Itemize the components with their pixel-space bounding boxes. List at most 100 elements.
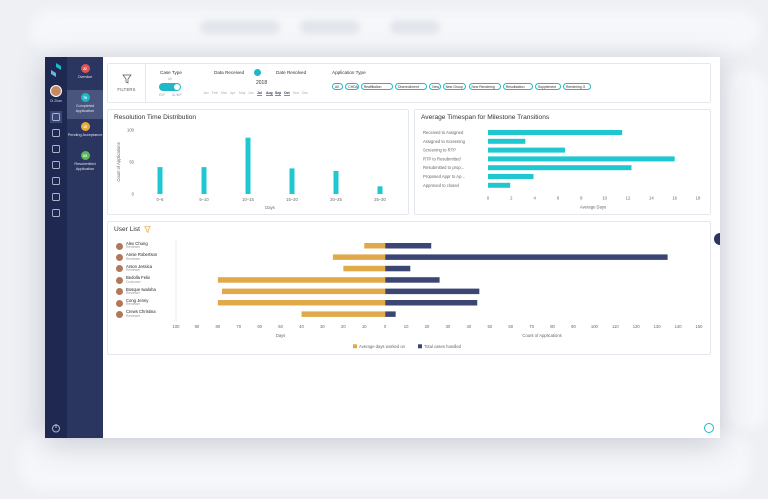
clipboard-icon[interactable]	[50, 127, 62, 139]
month-jan[interactable]: Jan	[203, 91, 209, 95]
bar	[201, 167, 207, 194]
x-axis-label: Average Days	[580, 205, 606, 210]
bar	[377, 186, 383, 194]
month-jul[interactable]: Jul	[257, 91, 262, 96]
chip-9[interactable]: Rendering G	[563, 83, 592, 90]
user-name: Alex Chung	[126, 241, 148, 246]
chip-8[interactable]: Supplement	[535, 83, 561, 90]
month-sep[interactable]: Sep	[275, 91, 282, 96]
chip-3[interactable]: Disenrollment	[395, 83, 428, 90]
x-tick: 0	[384, 324, 387, 329]
x-tick: 20	[341, 324, 346, 329]
month-aug[interactable]: Aug	[266, 91, 273, 96]
filter-icon[interactable]	[144, 226, 151, 233]
buildings-icon[interactable]	[50, 143, 62, 155]
user-text: Annie Robertson Reviewer	[126, 252, 158, 261]
power-icon[interactable]	[50, 422, 62, 434]
right-axis-label: Count of Applications	[522, 333, 561, 338]
report-icon[interactable]	[50, 207, 62, 219]
nav-item-2[interactable]: 18 Pending Acceptance	[67, 119, 103, 148]
month-nov[interactable]: Nov	[293, 91, 300, 95]
nav-label: Overdue	[77, 75, 93, 79]
bar-cases	[385, 265, 411, 272]
chip-2[interactable]: Reaffiliation	[360, 83, 393, 90]
user-row[interactable]: Bosque Iwaloha Reviewer	[116, 287, 156, 297]
user-row[interactable]: Cong Jenny Reviewer	[116, 298, 148, 308]
icon-rail: Di Zhan	[45, 57, 67, 438]
user-avatar	[116, 276, 123, 284]
x-tick: 6	[557, 196, 560, 201]
user-row[interactable]: Arson Jessica Reviewer	[116, 264, 152, 274]
user-name: Annie Robertson	[126, 252, 158, 258]
month-jun[interactable]: Jun	[248, 91, 254, 95]
nav-item-3[interactable]: 03 Resubmitted Application	[67, 148, 103, 177]
bar-days	[332, 254, 386, 260]
bar-cases	[385, 288, 480, 295]
filter-bar: FILTERS Case Type All EDF AL/MP Data Rec…	[107, 63, 711, 103]
user-name: Bosque Iwaloha	[126, 286, 156, 292]
bar	[289, 168, 295, 194]
legend-label: Average days worked on	[359, 344, 406, 349]
nav-item-1[interactable]: 76 Completed Application	[67, 90, 103, 119]
month-feb[interactable]: Feb	[212, 91, 218, 95]
help-icon[interactable]	[704, 423, 714, 433]
avatar[interactable]	[50, 85, 62, 97]
bar	[488, 147, 565, 153]
data-received-label: Data Received	[214, 70, 245, 75]
filters-button[interactable]: FILTERS	[108, 64, 146, 102]
nav-badge: 76	[80, 93, 90, 102]
bar-cases	[385, 277, 440, 283]
user-row[interactable]: Alex Chung Reviewer	[116, 241, 148, 251]
user-name: Crews Christina	[126, 309, 156, 315]
category-label: Proposed Appr to Ap...	[423, 174, 465, 179]
category-label: Received to Assigned	[423, 130, 464, 135]
user-list-title: User List	[114, 226, 141, 233]
bar-days	[364, 243, 386, 249]
month-oct[interactable]: Oct	[284, 91, 290, 96]
month-dec[interactable]: Dec	[302, 91, 309, 95]
month-mar[interactable]: Mar	[221, 91, 227, 95]
home-icon[interactable]	[50, 111, 62, 123]
nav-item-0[interactable]: 22 Overdue	[67, 61, 103, 90]
user-row[interactable]: Crews Christina Reviewer	[116, 309, 156, 319]
y-tick: 50	[129, 160, 134, 165]
category-label: Approved to closed	[423, 183, 460, 188]
user-text: Bosque Iwaloha Reviewer	[126, 286, 156, 296]
document-icon[interactable]	[50, 159, 62, 171]
swap-icon[interactable]	[254, 69, 261, 76]
bar	[333, 170, 339, 194]
user-name: Bedolla Felix	[126, 275, 150, 281]
user-avatar	[116, 288, 123, 296]
x-tick: 40	[467, 324, 472, 329]
milestone-title: Average Timespan for Milestone Transitio…	[421, 114, 550, 121]
chip-5[interactable]: New Group	[442, 83, 467, 90]
category-label: Assigned to Screening	[423, 139, 466, 144]
x-tick: 130	[654, 324, 662, 329]
mail-icon[interactable]	[50, 191, 62, 203]
x-tick: 90	[195, 324, 200, 329]
milestone-panel: Average Timespan for Milestone Transitio…	[414, 109, 711, 215]
user-row[interactable]: Bedolla Felix Customer	[116, 275, 150, 285]
x-tick: 18	[696, 196, 701, 201]
chip-6[interactable]: New Rendering	[468, 83, 501, 90]
chip-1[interactable]: CHDA	[345, 83, 359, 90]
case-type-toggle[interactable]	[159, 83, 181, 91]
month-may[interactable]: May	[239, 91, 246, 95]
x-tick: 70	[529, 324, 534, 329]
x-tick: 50	[487, 324, 492, 329]
user-row[interactable]: Annie Robertson Reviewer	[116, 252, 157, 262]
x-tick: 150	[696, 324, 704, 329]
user-name: Arson Jessica	[126, 263, 153, 269]
x-tick: 120	[633, 324, 641, 329]
briefcase-icon[interactable]	[50, 175, 62, 187]
month-apr[interactable]: Apr	[230, 91, 236, 95]
chip-7[interactable]: Resolidation	[502, 83, 533, 90]
side-tab[interactable]	[714, 233, 720, 245]
legend-label: Total cases handled	[424, 344, 462, 349]
chip-0[interactable]: All	[332, 83, 344, 90]
user-role: Reviewer	[126, 313, 141, 318]
chip-4[interactable]: New	[429, 83, 441, 90]
x-tick: 10	[602, 196, 607, 201]
case-type-title: Case Type	[160, 70, 182, 75]
